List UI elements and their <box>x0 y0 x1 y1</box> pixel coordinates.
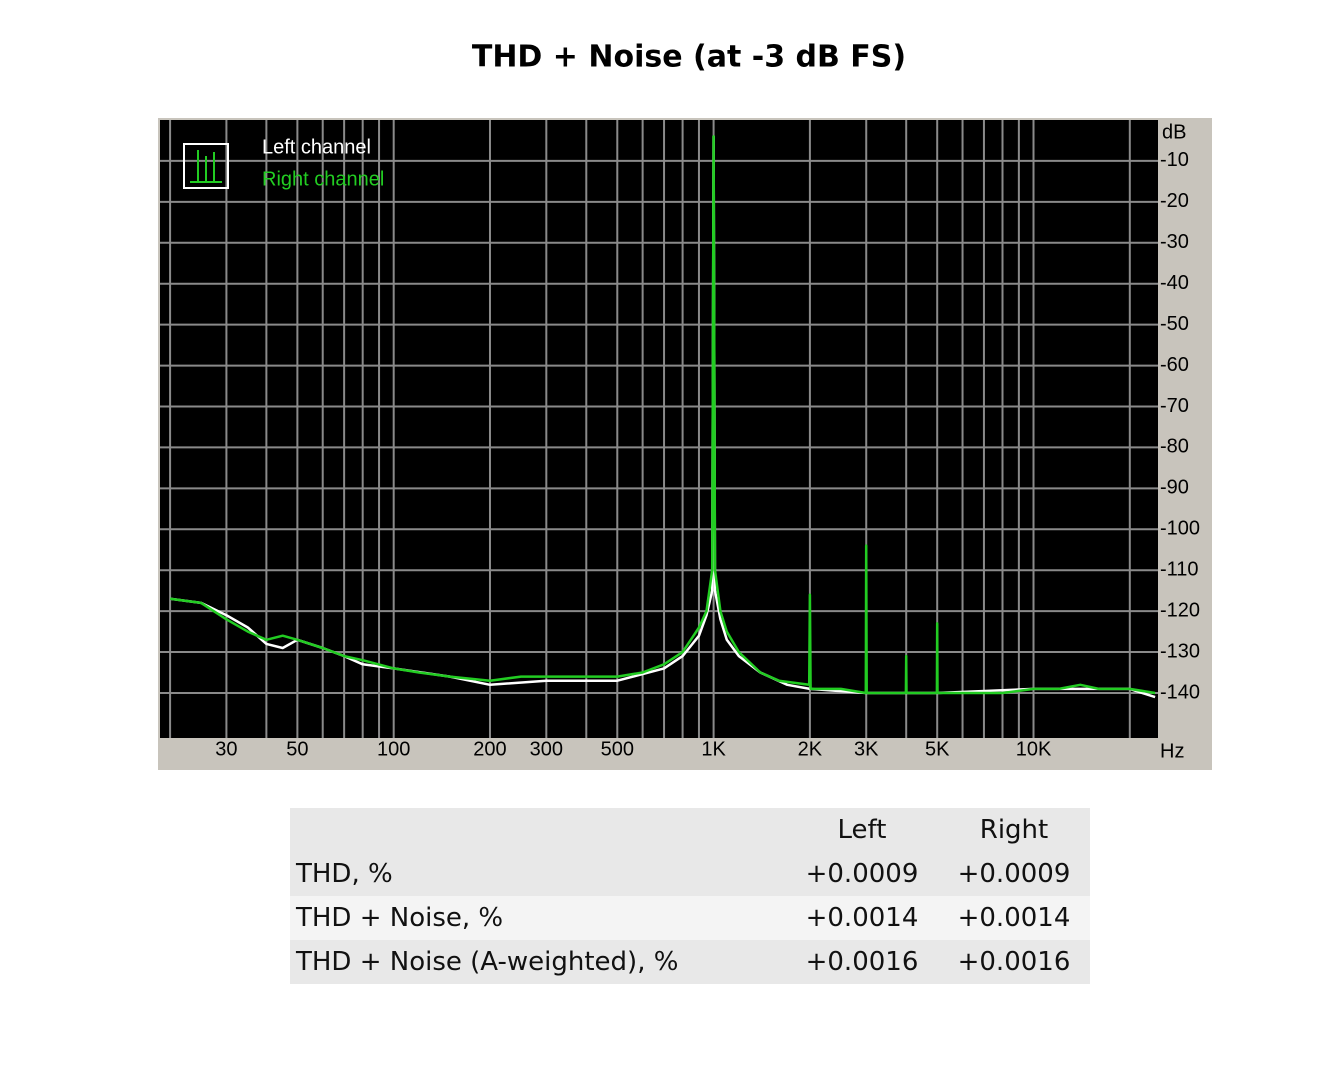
y-tick-label: -120 <box>1160 599 1200 621</box>
x-tick-label: 10K <box>1016 738 1052 760</box>
y-tick-label: -30 <box>1160 231 1189 253</box>
header-cell: Left <box>837 815 887 845</box>
header-cell <box>290 808 786 852</box>
y-axis-label: dB <box>1162 121 1186 143</box>
y-tick-label: -140 <box>1160 681 1200 703</box>
series-line <box>169 135 1156 695</box>
table-cell: THD + Noise, % <box>296 903 504 933</box>
y-tick-label: -40 <box>1160 272 1189 294</box>
x-tick-label: 30 <box>215 738 237 760</box>
table-cell: +0.0016 <box>805 947 919 977</box>
y-tick-label: -90 <box>1160 477 1189 499</box>
table-cell: THD, % <box>296 859 393 889</box>
y-tick-label: -70 <box>1160 395 1189 417</box>
y-tick-label: -80 <box>1160 436 1189 458</box>
table-cell: +0.0009 <box>957 859 1071 889</box>
x-axis-label: Hz <box>1160 740 1184 762</box>
x-tick-label: 3K <box>854 738 879 760</box>
x-tick-label: 5K <box>925 738 950 760</box>
y-tick-label: -20 <box>1160 190 1189 212</box>
header-cell: Right <box>979 815 1049 845</box>
y-tick-label: -50 <box>1160 313 1189 335</box>
x-tick-label: 200 <box>473 738 506 760</box>
x-tick-label: 2K <box>798 738 823 760</box>
x-tick-label: 100 <box>377 738 410 760</box>
y-tick-label: -60 <box>1160 354 1189 376</box>
y-tick-label: -10 <box>1160 149 1189 171</box>
plot-area <box>160 120 1158 738</box>
results-table: Left Right THD, % +0.0009 +0.0009 THD + Noi… <box>290 808 1090 984</box>
legend-icon-glyph <box>190 150 222 183</box>
table-cell: +0.0014 <box>805 903 919 933</box>
table-cell: +0.0016 <box>957 947 1071 977</box>
table-row: THD + Noise, % +0.0014 +0.0014 <box>290 896 1090 940</box>
x-tick-label: 50 <box>286 738 308 760</box>
y-tick-label: -130 <box>1160 640 1200 662</box>
y-tick-label: -110 <box>1160 558 1199 580</box>
chart: THD + Noise (at -3 dB FS) dB Hz Left cha… <box>158 40 1212 770</box>
table-row: THD, % +0.0009 +0.0009 <box>290 852 1090 896</box>
table-header: Left Right <box>290 808 1090 852</box>
lines <box>169 135 1156 699</box>
legend-icon <box>183 143 229 189</box>
chart-title: THD + Noise (at -3 dB FS) <box>472 40 906 75</box>
series-line <box>169 135 1156 699</box>
legend-label: Left channel <box>262 136 371 158</box>
table-cell: +0.0014 <box>957 903 1071 933</box>
x-tick-label: 1K <box>701 738 726 760</box>
x-tick-label: 500 <box>601 738 634 760</box>
table-cell: THD + Noise (A-weighted), % <box>296 947 679 977</box>
table-row: THD + Noise (A-weighted), % +0.0016 +0.001… <box>290 940 1090 984</box>
legend-label: Right channel <box>262 168 384 190</box>
table-cell: +0.0009 <box>805 859 919 889</box>
x-tick-label: 300 <box>530 738 563 760</box>
y-tick-label: -100 <box>1160 518 1200 540</box>
